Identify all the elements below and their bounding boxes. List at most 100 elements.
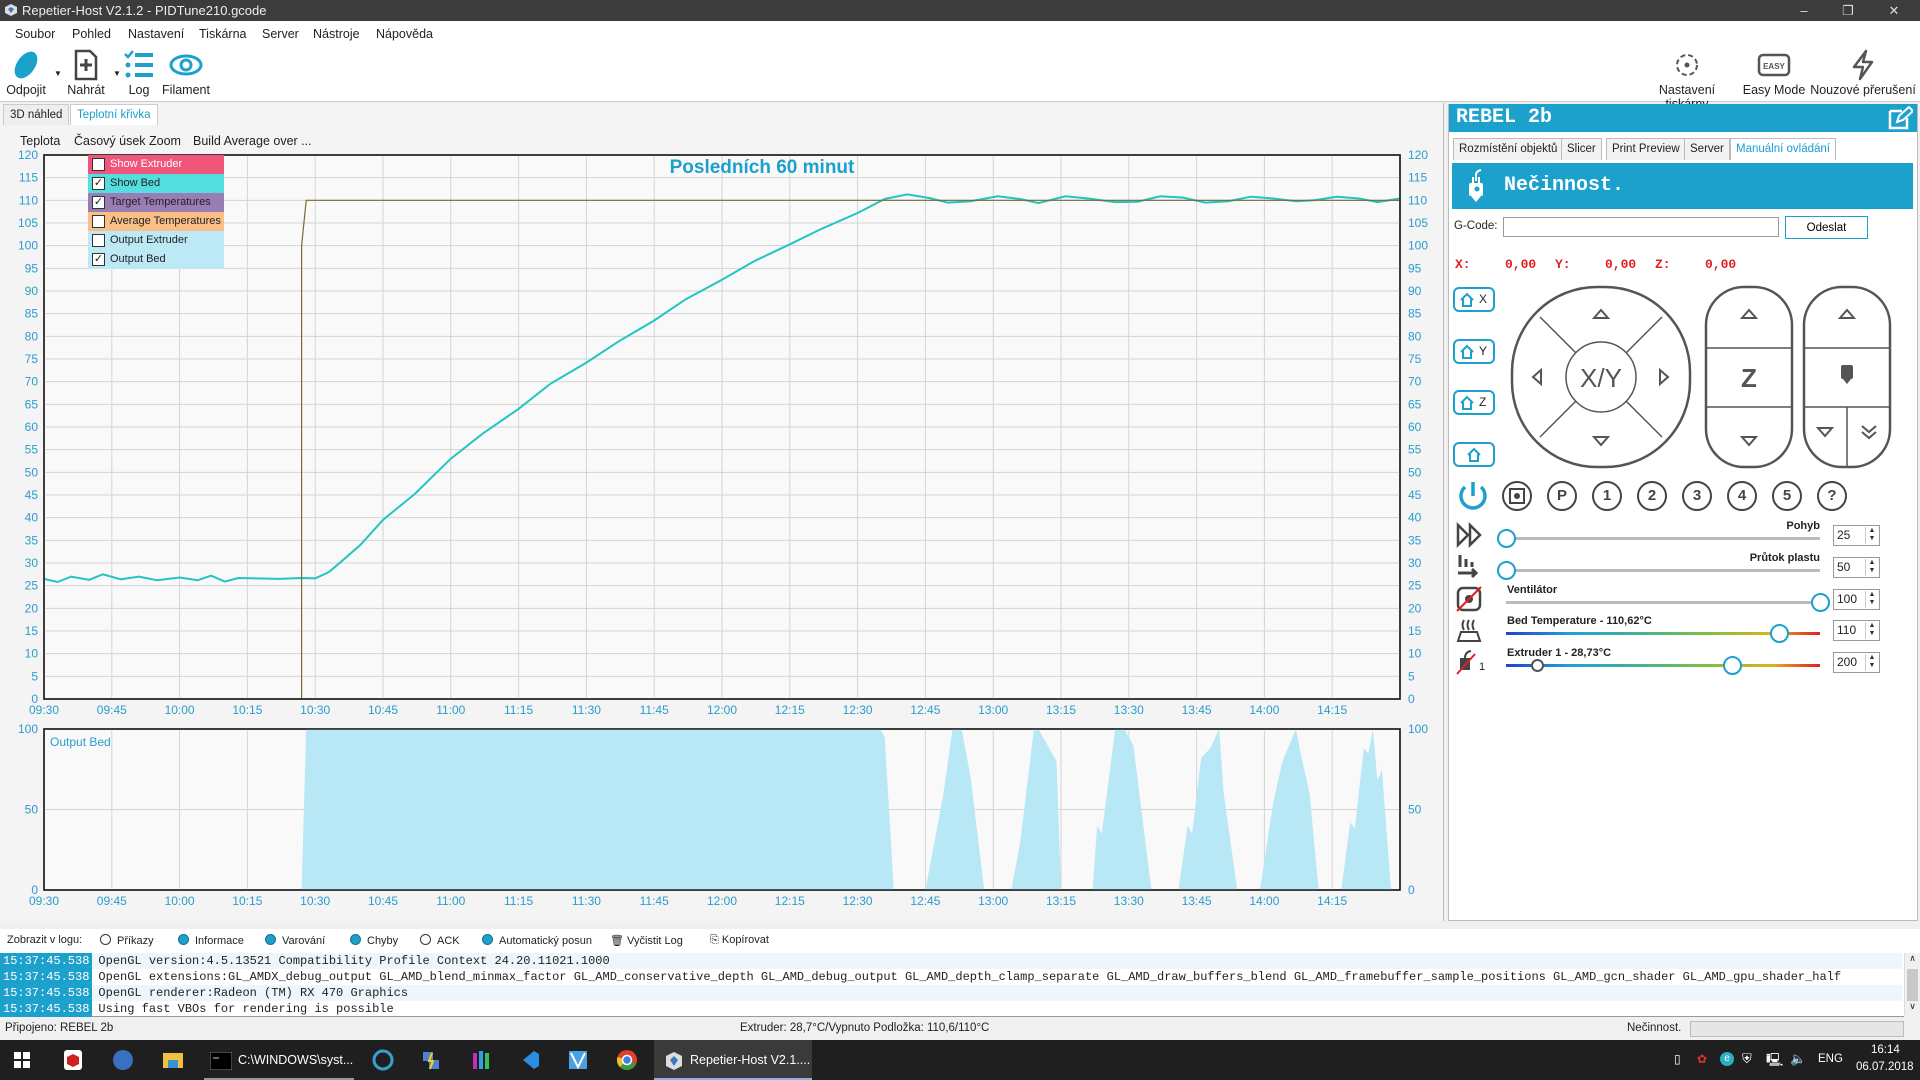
y-down-arrow-icon[interactable] xyxy=(1591,436,1611,447)
eset-icon[interactable]: e xyxy=(1720,1052,1734,1066)
menu-time-range[interactable]: Časový úsek xyxy=(74,134,146,148)
y-up-arrow-icon[interactable] xyxy=(1591,308,1611,319)
app-icon[interactable] xyxy=(567,1049,589,1071)
log-filter-option[interactable]: Automatický posun xyxy=(482,934,592,947)
tab-print-preview[interactable]: Print Preview xyxy=(1606,138,1686,160)
log-button[interactable]: Log xyxy=(122,49,156,97)
park-button[interactable]: P xyxy=(1547,481,1577,511)
log-filter-option[interactable]: Příkazy xyxy=(100,934,154,947)
tab-server[interactable]: Server xyxy=(1684,138,1730,160)
radio-icon[interactable] xyxy=(350,934,361,945)
legend-checkbox[interactable] xyxy=(92,158,105,171)
extrude-fast-down-icon[interactable] xyxy=(1861,425,1877,440)
menu-zoom[interactable]: Zoom xyxy=(149,134,181,148)
vscode-icon[interactable] xyxy=(518,1049,540,1071)
clear-log-button[interactable]: 🗑 Vyčistit Log xyxy=(610,935,683,947)
send-button[interactable]: Odeslat xyxy=(1785,216,1868,239)
menu-tiskarna[interactable]: Tiskárna xyxy=(199,27,247,41)
tab-temperature-curve[interactable]: Teplotní křivka xyxy=(70,104,158,125)
legend-checkbox[interactable]: ✓ xyxy=(92,196,105,209)
legend-item[interactable]: Average Temperatures xyxy=(88,212,224,231)
radio-icon[interactable] xyxy=(482,934,493,945)
easy-mode-button[interactable]: EASY Easy Mode xyxy=(1742,49,1806,97)
preset-3-button[interactable]: 3 xyxy=(1682,481,1712,511)
menu-napoveda[interactable]: Nápověda xyxy=(376,27,433,41)
clock-date[interactable]: 06.07.2018 xyxy=(1856,1061,1914,1073)
slider-track[interactable] xyxy=(1506,664,1820,667)
extruder-pad[interactable] xyxy=(1802,285,1892,469)
extrude-down-arrow-icon[interactable] xyxy=(1815,427,1835,438)
tab-slicer[interactable]: Slicer xyxy=(1561,138,1602,160)
menu-pohled[interactable]: Pohled xyxy=(72,27,111,41)
gcode-input[interactable] xyxy=(1503,217,1779,237)
menu-temperature[interactable]: Teplota xyxy=(20,134,61,148)
slider-value-spinner[interactable]: 110 ▲ ▼ xyxy=(1833,620,1880,641)
help-button[interactable]: ? xyxy=(1817,481,1847,511)
x-left-arrow-icon[interactable] xyxy=(1531,367,1542,387)
log-filter-option[interactable]: Varování xyxy=(265,934,325,947)
menu-nastroje[interactable]: Nástroje xyxy=(313,27,360,41)
tab-manual-control[interactable]: Manuální ovládání xyxy=(1730,138,1836,160)
radio-icon[interactable] xyxy=(100,934,111,945)
legend-checkbox[interactable] xyxy=(92,215,105,228)
preset-2-button[interactable]: 2 xyxy=(1637,481,1667,511)
log-filter-option[interactable]: ACK xyxy=(420,934,460,947)
edit-icon[interactable] xyxy=(1887,106,1913,130)
taskbar-cmd[interactable]: C:\WINDOWS\syst... xyxy=(204,1040,354,1080)
slider-track[interactable] xyxy=(1506,569,1820,572)
home-z-button[interactable]: Z xyxy=(1453,390,1495,415)
slider-thumb[interactable] xyxy=(1497,529,1516,548)
spinner-arrows-icon[interactable]: ▲ ▼ xyxy=(1865,622,1878,639)
emergency-stop-button[interactable]: Nouzové přerušení xyxy=(1810,49,1916,97)
slider-track[interactable] xyxy=(1506,537,1820,540)
cube-app-icon[interactable] xyxy=(62,1049,84,1071)
radio-icon[interactable] xyxy=(420,934,431,945)
load-button[interactable]: Nahrát xyxy=(66,49,106,97)
slider-thumb[interactable] xyxy=(1811,593,1830,612)
legend-item[interactable]: ✓ Output Bed xyxy=(88,250,224,269)
close-button[interactable]: ✕ xyxy=(1888,3,1900,18)
clock-time[interactable]: 16:14 xyxy=(1871,1044,1900,1056)
slider-value-spinner[interactable]: 100 ▲ ▼ xyxy=(1833,589,1880,610)
minimize-button[interactable]: – xyxy=(1800,3,1808,18)
disconnect-dropdown-icon[interactable]: ▼ xyxy=(54,69,62,78)
file-explorer-icon[interactable] xyxy=(162,1049,184,1071)
xy-pad[interactable]: X/Y xyxy=(1510,285,1692,469)
slider-thumb[interactable] xyxy=(1770,624,1790,643)
chrome-icon[interactable] xyxy=(616,1049,638,1071)
legend-item[interactable]: Show Extruder xyxy=(88,155,224,174)
colorful-app-icon[interactable] xyxy=(470,1049,492,1071)
z-pad[interactable]: Z xyxy=(1704,285,1794,469)
tab-object-placement[interactable]: Rozmístění objektů xyxy=(1453,138,1564,160)
radio-icon[interactable] xyxy=(178,934,189,945)
z-down-arrow-icon[interactable] xyxy=(1739,436,1759,447)
log-filter-option[interactable]: Chyby xyxy=(350,934,398,947)
browser-app-icon[interactable] xyxy=(112,1049,134,1071)
tray-app-icon[interactable]: ✿ xyxy=(1697,1052,1708,1066)
volume-icon[interactable]: 🔈 xyxy=(1790,1051,1807,1066)
windows-start-icon[interactable] xyxy=(14,1052,30,1068)
power-icon[interactable] xyxy=(1455,478,1491,514)
load-dropdown-icon[interactable]: ▼ xyxy=(113,69,121,78)
menu-nastaveni[interactable]: Nastavení xyxy=(128,27,185,41)
legend-item[interactable]: Output Extruder xyxy=(88,231,224,250)
log-scrollbar[interactable]: ∧ ∨ xyxy=(1904,953,1920,1017)
language-indicator[interactable]: ENG xyxy=(1818,1053,1843,1065)
home-all-button[interactable] xyxy=(1453,442,1495,467)
network-icon[interactable]: 🖳 xyxy=(1766,1052,1784,1067)
defender-icon[interactable]: ⛨ xyxy=(1742,1051,1752,1066)
spinner-arrows-icon[interactable]: ▲ ▼ xyxy=(1865,654,1878,671)
copy-log-button[interactable]: ⎘ Kopírovat xyxy=(710,934,769,946)
camera-button[interactable] xyxy=(1502,481,1532,511)
spinner-arrows-icon[interactable]: ▲ ▼ xyxy=(1865,559,1878,576)
log-filter-option[interactable]: Informace xyxy=(178,934,244,947)
legend-checkbox[interactable] xyxy=(92,234,105,247)
disconnect-button[interactable]: Odpojit xyxy=(4,49,48,97)
spinner-arrows-icon[interactable]: ▲ ▼ xyxy=(1865,527,1878,544)
network-app-icon[interactable] xyxy=(420,1049,442,1071)
menu-soubor[interactable]: Soubor xyxy=(15,27,56,41)
home-x-button[interactable]: X xyxy=(1453,287,1495,312)
radio-icon[interactable] xyxy=(265,934,276,945)
extrude-up-arrow-icon[interactable] xyxy=(1837,308,1857,319)
slider-value-spinner[interactable]: 25 ▲ ▼ xyxy=(1833,525,1880,546)
